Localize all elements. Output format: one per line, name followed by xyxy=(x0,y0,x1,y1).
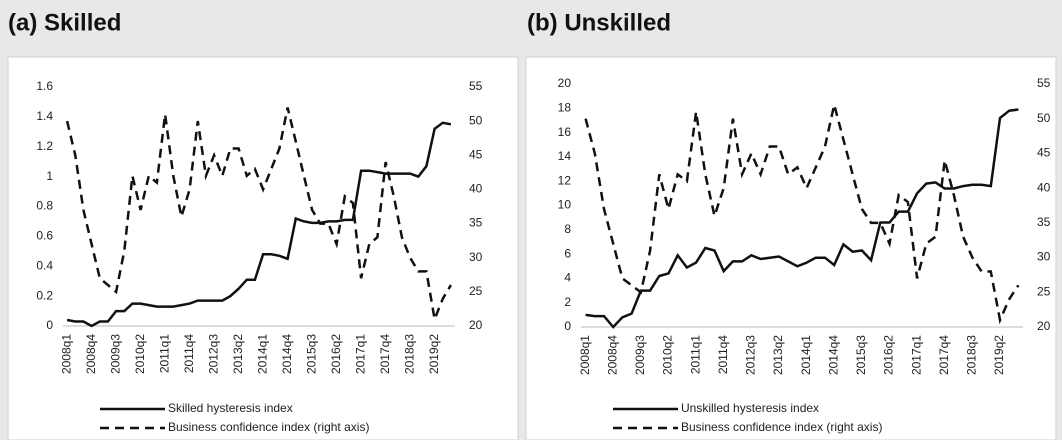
x-tick-label: 2017q1 xyxy=(909,335,923,375)
x-tick-label: 2014q4 xyxy=(826,335,840,375)
y-tick-label: 20 xyxy=(558,76,572,90)
x-tick-label: 2017q1 xyxy=(353,334,367,374)
x-tick-label: 2008q1 xyxy=(578,335,592,375)
series-line xyxy=(584,104,1020,325)
y-tick-label: 12 xyxy=(558,173,572,187)
y2-tick-label: 50 xyxy=(469,113,483,127)
y2-tick-label: 30 xyxy=(1037,250,1051,264)
y2-tick-label: 55 xyxy=(469,79,483,93)
x-tick-label: 2010q2 xyxy=(133,334,147,374)
y2-tick-label: 20 xyxy=(469,318,483,332)
y-tick-label: 0.6 xyxy=(36,229,53,243)
x-tick-label: 2012q3 xyxy=(206,334,220,374)
y-tick-label: 6 xyxy=(564,246,571,260)
x-tick-label: 2012q3 xyxy=(744,335,758,375)
x-tick-label: 2014q4 xyxy=(280,334,294,374)
y-tick-label: 1.2 xyxy=(36,139,53,153)
x-tick-label: 2014q1 xyxy=(255,334,269,374)
series-line xyxy=(585,108,1019,329)
y2-tick-label: 20 xyxy=(1037,319,1051,333)
y2-tick-label: 55 xyxy=(1037,76,1051,90)
x-tick-label: 2016q2 xyxy=(329,334,343,374)
panel-title: (a) Skilled xyxy=(8,9,121,36)
y2-tick-label: 40 xyxy=(469,182,483,196)
legend-label: Skilled hysteresis index xyxy=(168,401,293,415)
x-tick-label: 2015q3 xyxy=(304,334,318,374)
x-tick-label: 2008q1 xyxy=(59,334,73,374)
panel xyxy=(525,56,1057,440)
x-tick-label: 2011q4 xyxy=(182,334,196,373)
x-tick-label: 2016q2 xyxy=(882,335,896,375)
x-tick-label: 2009q3 xyxy=(633,335,647,375)
y2-tick-label: 45 xyxy=(469,147,483,161)
y2-tick-label: 50 xyxy=(1037,111,1051,125)
y-tick-label: 0 xyxy=(564,319,571,333)
y-tick-label: 0.4 xyxy=(36,258,53,272)
y-tick-label: 16 xyxy=(558,125,572,139)
y-tick-label: 18 xyxy=(558,100,572,114)
x-tick-label: 2011q4 xyxy=(716,335,730,374)
y-tick-label: 14 xyxy=(558,149,572,163)
y-tick-label: 2 xyxy=(564,295,571,309)
x-tick-label: 2013q2 xyxy=(771,335,785,375)
x-tick-label: 2011q1 xyxy=(157,334,171,373)
y-tick-label: 0.8 xyxy=(36,199,53,213)
y2-tick-label: 35 xyxy=(469,216,483,230)
legend-label: Unskilled hysteresis index xyxy=(681,401,819,415)
y-tick-label: 1.6 xyxy=(36,79,53,93)
y2-tick-label: 25 xyxy=(1037,284,1051,298)
y-tick-label: 1 xyxy=(46,169,53,183)
x-tick-label: 2013q2 xyxy=(231,334,245,374)
y-tick-label: 0.2 xyxy=(36,288,53,302)
x-tick-label: 2011q1 xyxy=(688,335,702,374)
x-tick-label: 2017q4 xyxy=(937,335,951,375)
x-tick-label: 2018q3 xyxy=(965,335,979,375)
series-line xyxy=(65,107,452,324)
x-tick-label: 2019q2 xyxy=(992,335,1006,375)
y2-tick-label: 25 xyxy=(469,284,483,298)
x-tick-label: 2017q4 xyxy=(378,334,392,374)
x-tick-label: 2009q3 xyxy=(108,334,122,374)
legend-label: Business confidence index (right axis) xyxy=(681,420,882,434)
y2-tick-label: 30 xyxy=(469,250,483,264)
x-tick-label: 2008q4 xyxy=(84,334,98,374)
y-tick-label: 8 xyxy=(564,222,571,236)
y-tick-label: 10 xyxy=(558,198,572,212)
y2-tick-label: 35 xyxy=(1037,215,1051,229)
x-tick-label: 2014q1 xyxy=(799,335,813,375)
series-line xyxy=(66,121,452,328)
y-tick-label: 4 xyxy=(564,271,571,285)
y-tick-label: 1.4 xyxy=(36,109,53,123)
y-tick-label: 0 xyxy=(46,318,53,332)
x-tick-label: 2010q2 xyxy=(661,335,675,375)
panel xyxy=(7,56,519,440)
x-tick-label: 2015q3 xyxy=(854,335,868,375)
panel-title: (b) Unskilled xyxy=(527,9,671,36)
x-tick-label: 2008q4 xyxy=(605,335,619,375)
legend-label: Business confidence index (right axis) xyxy=(168,420,369,434)
x-tick-label: 2019q2 xyxy=(427,334,441,374)
x-tick-label: 2018q3 xyxy=(402,334,416,374)
y2-tick-label: 45 xyxy=(1037,146,1051,160)
y2-tick-label: 40 xyxy=(1037,180,1051,194)
